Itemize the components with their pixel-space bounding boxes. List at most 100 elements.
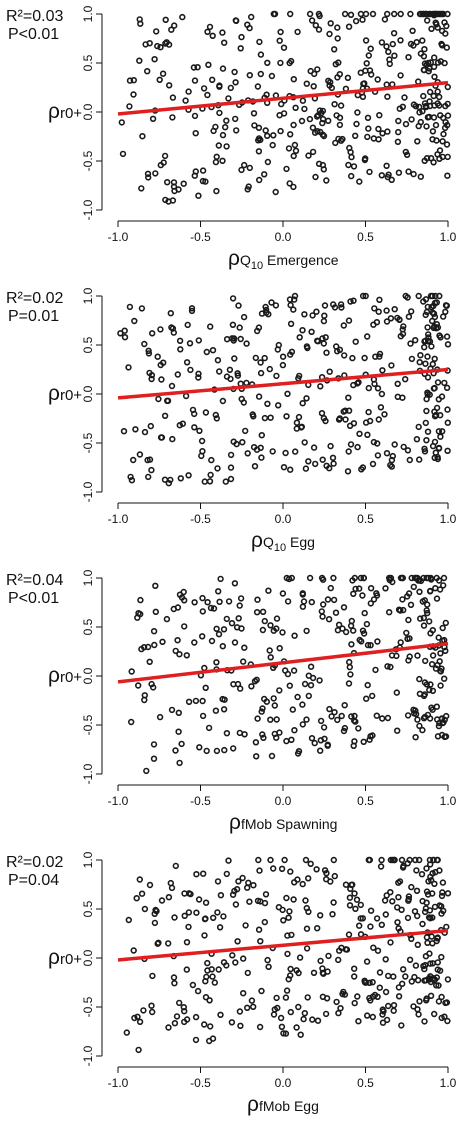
data-point xyxy=(245,879,252,886)
data-point xyxy=(398,856,406,864)
data-point xyxy=(168,706,176,714)
data-point xyxy=(323,177,330,184)
data-point xyxy=(209,32,216,39)
data-point xyxy=(176,999,183,1007)
data-point xyxy=(350,297,357,304)
data-point xyxy=(233,127,240,134)
data-point xyxy=(283,894,290,902)
data-point xyxy=(384,714,392,722)
data-point xyxy=(395,169,403,176)
data-point xyxy=(433,937,440,945)
data-point xyxy=(150,627,158,635)
data-point xyxy=(330,596,338,604)
data-point xyxy=(171,914,178,921)
data-point xyxy=(421,908,429,916)
data-point xyxy=(232,115,239,123)
data-point xyxy=(301,1010,308,1017)
data-point xyxy=(434,733,442,740)
data-point xyxy=(126,303,134,311)
data-point xyxy=(376,296,383,303)
data-point xyxy=(281,856,288,864)
x-axis-label-subsubscript: 10 xyxy=(273,542,287,554)
x-tick-label: 1.0 xyxy=(440,230,457,244)
data-point xyxy=(433,137,440,144)
data-point xyxy=(342,628,350,636)
data-point xyxy=(277,127,284,135)
y-tick-label: 0.0 xyxy=(81,667,95,684)
data-point xyxy=(137,596,144,604)
data-point xyxy=(259,705,266,712)
data-point xyxy=(203,348,211,356)
data-point xyxy=(140,643,148,651)
data-point xyxy=(376,969,384,976)
data-point xyxy=(240,313,248,321)
data-point xyxy=(417,615,424,622)
y-axis-label-symbol: ρ xyxy=(48,100,60,123)
data-point xyxy=(257,444,264,452)
data-point xyxy=(168,26,175,33)
data-point xyxy=(319,335,326,342)
data-point xyxy=(432,121,440,129)
data-point xyxy=(192,1013,200,1021)
data-point xyxy=(397,72,404,79)
data-point xyxy=(365,125,372,132)
data-point xyxy=(252,739,260,746)
data-point xyxy=(259,626,267,634)
data-point xyxy=(285,976,292,983)
data-point xyxy=(294,750,302,757)
data-point xyxy=(423,995,430,1002)
x-tick-label: 1.0 xyxy=(440,794,457,808)
data-point xyxy=(158,897,166,904)
data-point xyxy=(304,994,311,1001)
data-point xyxy=(287,1008,294,1016)
data-point xyxy=(273,372,280,380)
data-point xyxy=(350,742,357,750)
data-point xyxy=(303,925,311,932)
data-point xyxy=(424,17,431,24)
data-point xyxy=(191,172,199,179)
data-point xyxy=(431,54,438,61)
y-axis-label-symbol: ρ xyxy=(48,382,60,405)
data-point xyxy=(416,856,423,864)
data-point xyxy=(245,183,252,190)
data-point xyxy=(341,352,348,359)
data-point xyxy=(166,82,173,89)
data-point xyxy=(237,335,244,343)
data-point xyxy=(358,466,365,473)
data-point xyxy=(385,972,392,980)
data-point xyxy=(334,626,342,634)
data-point xyxy=(408,883,415,891)
data-point xyxy=(127,473,134,481)
data-point xyxy=(230,335,238,342)
data-point xyxy=(383,450,391,457)
data-point xyxy=(444,100,451,108)
data-point xyxy=(256,38,263,46)
data-point xyxy=(241,161,248,169)
data-point xyxy=(384,128,391,135)
data-point xyxy=(421,977,428,984)
fit-stats: R²=0.03 P<0.01 xyxy=(6,8,63,44)
data-point xyxy=(130,947,137,954)
data-point xyxy=(268,72,276,80)
data-point xyxy=(169,435,176,443)
data-point xyxy=(423,123,430,130)
data-point xyxy=(212,123,219,131)
data-point xyxy=(421,445,428,453)
data-point xyxy=(222,478,230,485)
data-point xyxy=(440,114,447,122)
scatter-points xyxy=(128,574,450,775)
data-point xyxy=(255,393,263,400)
data-point xyxy=(229,295,237,302)
x-tick-label: 0.0 xyxy=(275,230,292,244)
data-point xyxy=(185,909,193,916)
data-point xyxy=(210,914,217,922)
data-point xyxy=(383,307,390,314)
data-point xyxy=(201,1021,208,1028)
data-point xyxy=(412,336,419,344)
data-point xyxy=(326,368,333,375)
data-point xyxy=(231,580,239,587)
data-point xyxy=(312,173,319,181)
data-point xyxy=(307,860,314,867)
data-point xyxy=(291,141,299,149)
x-axis-label: ρQ10 Emergence xyxy=(228,247,339,272)
